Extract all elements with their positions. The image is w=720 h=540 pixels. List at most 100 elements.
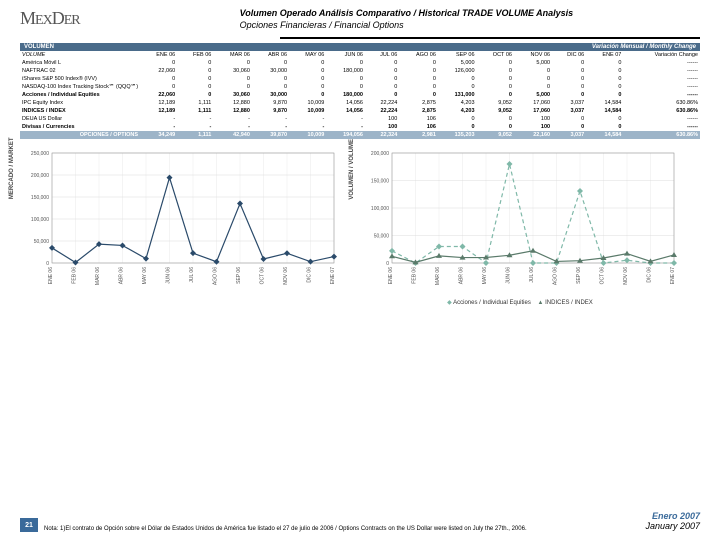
data-table: VOLUMEN Variación Mensual / Monthly Chan… [20, 43, 700, 139]
cell: 131,000 [438, 91, 477, 99]
header-left: VOLUMEN [24, 44, 54, 50]
cell: 0 [177, 91, 213, 99]
cell: 0 [477, 75, 514, 83]
svg-text:150,000: 150,000 [371, 179, 389, 185]
cell: 2,875 [399, 107, 438, 115]
cell: 10,009 [289, 99, 326, 107]
cell: - [252, 123, 289, 131]
svg-text:ENE 07: ENE 07 [670, 267, 676, 284]
svg-text:JUN 06: JUN 06 [506, 267, 512, 284]
cell: 0 [289, 91, 326, 99]
cell: 0 [552, 67, 586, 75]
table-row: IPC Equity Index12,1891,11112,8809,87010… [20, 99, 700, 107]
title-vol: Volumen Operado [240, 8, 317, 18]
cell: 100 [365, 123, 399, 131]
cell: 0 [252, 59, 289, 67]
cell: 0 [365, 75, 399, 83]
cell: 0 [552, 59, 586, 67]
cell: 22,224 [365, 107, 399, 115]
table-row: INDICES / INDEX12,1891,11112,8809,87010,… [20, 107, 700, 115]
cell: 3,037 [552, 99, 586, 107]
cell: 0 [586, 67, 623, 75]
svg-text:MAY 06: MAY 06 [142, 267, 148, 285]
svg-text:OCT 06: OCT 06 [260, 267, 266, 285]
title-sub: Opciones Financieras / Financial Options [240, 20, 574, 32]
row-label: INDICES / INDEX [20, 107, 140, 115]
cell: 100 [514, 123, 552, 131]
cell: 0 [477, 91, 514, 99]
svg-text:JUL 06: JUL 06 [529, 267, 535, 283]
cell: - [326, 123, 365, 131]
row-label: DEUA US Dollar [20, 115, 140, 123]
cell: - [289, 115, 326, 123]
cell: 12,189 [140, 107, 177, 115]
col-header: ABR 06 [252, 51, 289, 59]
cell: 0 [586, 59, 623, 67]
svg-text:ENE 07: ENE 07 [330, 267, 336, 284]
col-header: AGO 06 [399, 51, 438, 59]
cell: 0 [177, 83, 213, 91]
title-block: Volumen Operado Análisis Comparativo / H… [240, 8, 574, 31]
cell: 0 [586, 75, 623, 83]
cell: 0 [438, 75, 477, 83]
svg-text:0: 0 [386, 261, 389, 267]
svg-text:50,000: 50,000 [374, 234, 390, 240]
svg-text:100,000: 100,000 [371, 206, 389, 212]
cell: 0 [586, 91, 623, 99]
cell: - [177, 123, 213, 131]
cell: 0 [586, 115, 623, 123]
chart-volume: VOLUMEN / VOLUME 050,000100,000150,00020… [360, 147, 680, 306]
title-end: Analysis [534, 8, 573, 18]
cell: 12,880 [213, 99, 252, 107]
cell: 30,060 [213, 91, 252, 99]
svg-text:MAY 06: MAY 06 [482, 267, 488, 285]
cell: 0 [586, 83, 623, 91]
cell: 0 [326, 83, 365, 91]
cell: 0 [289, 59, 326, 67]
cell: 106 [399, 115, 438, 123]
footer: 21 Nota: 1)El contrato de Opción sobre e… [0, 512, 720, 532]
cell: 126,000 [438, 67, 477, 75]
svg-text:ENE 06: ENE 06 [388, 267, 394, 284]
svg-text:NOV 06: NOV 06 [283, 267, 289, 285]
cell: 0 [140, 59, 177, 67]
cell: 0 [552, 75, 586, 83]
svg-text:ENE 06: ENE 06 [48, 267, 54, 284]
cell: 630.86% [623, 107, 700, 115]
cell: 9,052 [477, 99, 514, 107]
svg-text:SEP 06: SEP 06 [236, 267, 242, 284]
col-header: FEB 06 [177, 51, 213, 59]
cell: 12,189 [140, 99, 177, 107]
table-row: Acciones / Individual Equities22,060030,… [20, 91, 700, 99]
volume-sublabel: VOLUME [20, 51, 140, 59]
cell: 14,584 [586, 99, 623, 107]
cell: 30,000 [252, 91, 289, 99]
cell: 2,875 [399, 99, 438, 107]
cell: 0 [399, 75, 438, 83]
cell: 0 [365, 83, 399, 91]
cell: ------ [623, 123, 700, 131]
cell: 0 [438, 123, 477, 131]
cell: - [140, 115, 177, 123]
col-header: Variación Change [623, 51, 700, 59]
cell: 22,224 [365, 99, 399, 107]
cell: 100 [365, 115, 399, 123]
col-header: JUN 06 [326, 51, 365, 59]
cell: 0 [289, 75, 326, 83]
cell: 0 [514, 75, 552, 83]
cell: 9,052 [477, 107, 514, 115]
col-header: DIC 06 [552, 51, 586, 59]
cell: 17,060 [514, 99, 552, 107]
cell: 1,111 [177, 107, 213, 115]
svg-text:SEP 06: SEP 06 [576, 267, 582, 284]
title-tv: TRADE VOLUME [462, 8, 534, 18]
cell: 0 [586, 123, 623, 131]
svg-text:JUL 06: JUL 06 [189, 267, 195, 283]
cell: 0 [477, 123, 514, 131]
svg-text:MAR 06: MAR 06 [435, 267, 441, 285]
cell: ------ [623, 83, 700, 91]
row-label: Acciones / Individual Equities [20, 91, 140, 99]
cell: 0 [213, 83, 252, 91]
row-label: iShares S&P 500 Index® (IVV) [20, 75, 140, 83]
row-label: Divisas / Currencies [20, 123, 140, 131]
